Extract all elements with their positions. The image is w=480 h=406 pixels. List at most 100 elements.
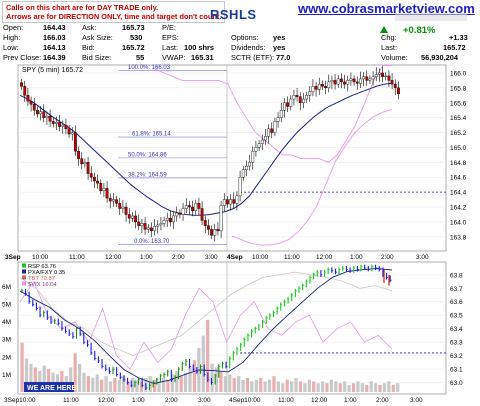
candle-body [378,72,381,75]
candle-body [184,205,188,209]
candle-body [235,195,239,204]
candle-body [169,218,172,223]
volume-bar [237,376,241,392]
candles-group [20,66,400,242]
candle-body [365,76,369,81]
rsp-tick-label: 63.8 [450,272,463,279]
volume-label: Volume: [381,53,408,62]
volume-bar [210,363,214,392]
candle-body [216,229,220,232]
volume-bar [188,367,192,392]
candle-body [39,111,42,115]
volume-bar [91,377,95,392]
price-tick-label: 164.8 [450,160,467,167]
rsp-ma-line [19,268,393,384]
fib-label: 61.8%: 165.14 [132,132,171,138]
volume-tick-label: 4M [2,319,11,326]
ask-label: Ask: [82,23,97,32]
fib-label: 0.0%: 163.70 [134,239,170,245]
volume-bar [382,383,387,392]
volume-bar [175,370,179,392]
volume-bar [298,381,303,392]
volume-bar [396,383,400,392]
price-x-tick: 11:00 [284,254,300,261]
candle-body [305,95,308,100]
legend-swatch [22,281,26,286]
price-x-tick: 4Sep [227,254,243,261]
fib-label: 100.0%: 166.03 [128,65,171,71]
candle-body [86,162,90,174]
upper-band-line [154,65,392,163]
candle-body [134,215,137,223]
candle-body [219,205,223,232]
volume-bar [192,360,197,392]
volume-bar [373,383,378,392]
candle-body [343,81,346,85]
candle-body [131,215,134,219]
symbol-title: RSHLS [210,7,257,22]
candle-body [23,86,27,96]
price-panel-title: SPY (5 min) 165.72 [22,67,83,74]
vwap-label: VWAP: [162,53,186,62]
candle-body [191,206,194,211]
candle-body [153,226,156,232]
volume-value: 56,930,204 [421,53,458,62]
price-x-tick: 12:00 [105,254,122,261]
volume-bar [351,383,356,392]
candle-body [99,182,103,191]
volume-bar [29,363,33,392]
candle-body [302,98,305,103]
volume-bar [391,384,395,392]
candle-body [346,80,350,85]
candle-body [156,224,160,227]
price-x-tick: 12:00 [316,254,333,261]
rsp-panel-frame [17,261,447,395]
candle-body [368,78,372,81]
candle-body [127,214,131,219]
volume-bar [219,370,223,392]
candle-body [67,128,71,135]
candle-body [70,132,74,135]
volume-bar [387,381,391,392]
volume-bar [285,379,289,392]
rsp-x-tick: 12:00 [98,397,115,404]
candle-body [20,82,23,87]
ask-size-label: Ask Size: [82,33,113,42]
open-label: Open: [3,23,24,32]
candle-body [115,199,118,204]
price-x-tick: 1:00 [140,254,153,261]
volume-bar [117,379,121,392]
candle-body [32,104,36,111]
rsp-y-axis: 63.8 63.7 63.6 63.5 63.4 63.3 63.2 63.1 63.0 [450,272,463,387]
price-tick-label: 165.8 [450,85,467,92]
sctr-label: SCTR (ETF): [231,53,275,62]
rsp-x-tick: 4Sep10:00 [229,397,261,404]
candle-body [264,136,267,141]
volume-bar [356,381,360,392]
volume-bar [161,377,166,392]
candle-body [64,124,68,130]
rsp-tick-label: 63.4 [450,326,463,333]
up-arrow-icon [380,26,388,33]
price-tick-label: 165.0 [450,145,467,152]
disclaimer-box: Calls on this chart are for DAY TRADE on… [2,1,226,23]
volume-bar [276,381,280,392]
volume-bar [325,383,329,392]
rsp-x-tick: 2:00 [376,397,389,404]
volume-bar [69,367,73,392]
volume-tick-label: 6M [2,284,11,291]
volume-bar [126,381,130,392]
disclaimer-line-1: Calls on this chart are for DAY TRADE on… [6,3,159,12]
volume-bar [303,383,307,392]
volume-bar [47,369,51,392]
legend-swatch [22,269,26,274]
candle-body [276,117,280,122]
price-x-tick: 2:00 [172,254,185,261]
candle-body [229,199,232,205]
candle-body [251,150,255,163]
website-link[interactable]: www.cobrasmarketview.com [298,1,475,16]
candle-body [197,203,201,209]
bid-size-value: 55 [136,53,145,62]
candle-body [324,86,327,89]
